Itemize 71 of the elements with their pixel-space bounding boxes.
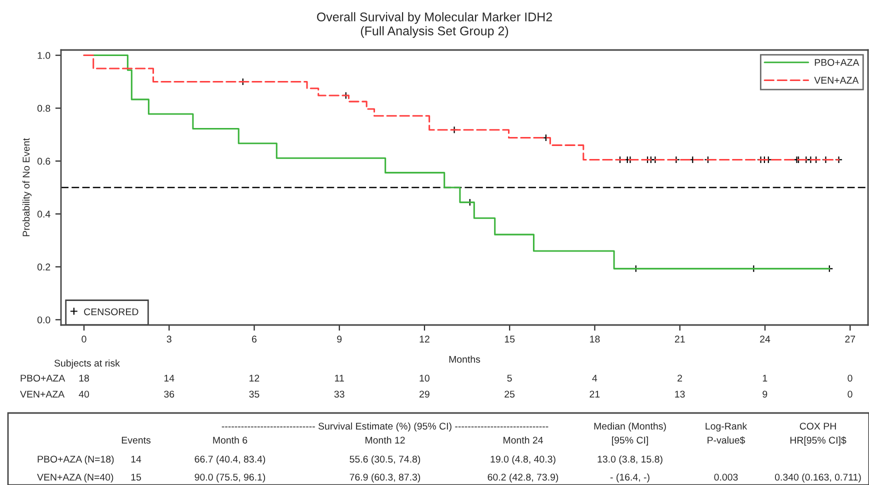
text: 0.003 — [714, 474, 738, 481]
x-tick-label: 0 — [82, 336, 86, 343]
text: 36 — [164, 390, 174, 398]
text: Month 12 — [366, 436, 405, 444]
y-tick-label: 0.0 — [37, 316, 50, 324]
text: 29 — [420, 390, 430, 398]
text: 21 — [590, 390, 600, 398]
text: VEN+AZA (N=40) — [37, 473, 114, 483]
text: 4 — [592, 374, 598, 382]
x-tick-label: 27 — [845, 336, 856, 342]
text: Subjects at risk — [54, 359, 120, 369]
text: 25 — [504, 390, 515, 398]
text: 76.9 (60.3, 87.3) — [350, 473, 420, 483]
text: 1 — [762, 374, 768, 382]
y-axis-title: Probability of No Event — [22, 138, 32, 236]
text: 90.0 (75.5, 96.1) — [194, 473, 266, 483]
chart-title: Overall Survival by Molecular Marker IDH2 — [317, 12, 552, 24]
text: 0 — [848, 390, 852, 398]
annotation: CENSORED — [84, 308, 138, 316]
text: COX PH — [800, 422, 836, 430]
text: 0 — [848, 374, 852, 382]
chart-subtitle: (Full Analysis Set Group 2) — [360, 26, 508, 38]
legend-label: PBO+AZA — [814, 59, 860, 66]
text: 55.6 (30.5, 74.8) — [350, 455, 420, 465]
x-tick-label: 9 — [337, 336, 342, 343]
text: [95% CI] — [612, 436, 648, 446]
y-tick-label: 0.8 — [37, 104, 50, 112]
x-tick-label: 21 — [674, 336, 685, 342]
text: Month 6 — [213, 436, 248, 444]
y-tick-label: 0.2 — [37, 264, 50, 270]
text: Median (Months) — [594, 422, 666, 432]
x-tick-label: 18 — [590, 336, 600, 343]
text: Log-Rank — [706, 422, 748, 432]
text: 15 — [131, 474, 141, 481]
text: 60.2 (42.8, 73.9) — [488, 473, 558, 483]
text: HR[95% CI]$ — [790, 436, 846, 446]
text: 35 — [249, 390, 260, 398]
y-tick-label: 0.6 — [37, 158, 50, 165]
text: 66.7 (40.4, 83.4) — [194, 455, 266, 465]
text: PBO+AZA (N=18) — [38, 455, 114, 465]
text: 11 — [335, 374, 344, 382]
text: 12 — [250, 374, 260, 382]
y-tick-label: 0.4 — [37, 210, 50, 218]
x-tick-label: 6 — [252, 336, 257, 343]
text: ----------------------------- Survival Estimate (%) (95% CI) ----------------------------- — [222, 422, 548, 432]
text: 0.340 (0.163, 0.711) — [774, 473, 861, 483]
text: 9 — [762, 390, 768, 398]
x-axis-title: Months — [449, 356, 480, 363]
text: P-value$ — [708, 436, 746, 444]
x-tick-label: 12 — [420, 336, 430, 342]
text: - (16.4, -) — [610, 473, 650, 483]
text: 10 — [420, 374, 430, 382]
text: 13.0 (3.8, 15.8) — [598, 455, 662, 465]
text: PBO+AZA — [20, 374, 66, 382]
text: Month 24 — [504, 436, 543, 444]
text: 14 — [164, 374, 174, 382]
text: 14 — [131, 456, 142, 463]
text: VEN+AZA — [20, 390, 65, 398]
text: 40 — [78, 390, 90, 398]
text: Events — [122, 436, 151, 444]
text: 18 — [79, 374, 89, 382]
y-tick-label: 1.0 — [38, 52, 50, 59]
x-tick-label: 24 — [760, 336, 770, 342]
x-tick-label: 3 — [166, 336, 172, 343]
text: 5 — [507, 374, 512, 382]
text: 2 — [678, 374, 682, 382]
legend-label: VEN+AZA — [814, 76, 859, 84]
text: 19.0 (4.8, 40.3) — [490, 455, 556, 465]
x-tick-label: 15 — [504, 336, 515, 343]
text: 13 — [675, 390, 685, 398]
text: 33 — [334, 390, 344, 398]
